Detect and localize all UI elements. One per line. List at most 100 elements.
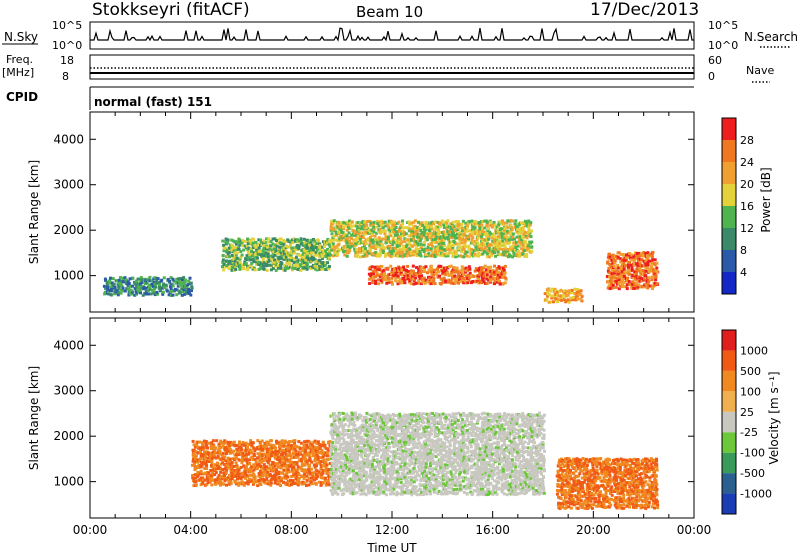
data-cell [344,415,348,419]
data-cell [612,264,616,268]
data-cell [501,239,505,243]
data-cell [343,470,347,474]
data-cell [273,247,277,251]
data-cell [575,290,579,294]
data-cell [300,462,304,466]
data-cell [363,474,366,478]
data-cell [345,443,348,446]
data-cell [396,274,400,278]
data-cell [252,452,256,456]
data-cell [296,468,300,472]
data-cell [392,432,396,436]
data-cell [610,272,614,276]
data-cell [343,460,347,464]
data-cell [200,476,203,480]
data-cell [356,416,360,420]
data-cell [509,232,513,236]
data-cell [338,413,342,417]
data-cell [120,279,124,283]
data-cell [275,263,279,267]
data-cell [379,430,383,434]
data-cell [361,247,365,251]
data-cell [239,466,243,469]
data-cell [374,282,378,285]
data-cell [248,451,251,455]
data-cell [458,238,462,242]
colorbar-frame [721,117,737,295]
data-cell [300,468,304,471]
data-cell [467,265,471,269]
data-cell [497,279,501,283]
freq-unit: [MHz] [2,66,34,79]
data-cell [252,266,256,270]
data-cell [385,278,389,282]
data-cell [442,241,446,245]
data-cell [171,277,175,281]
data-cell [323,469,327,473]
data-cell [472,274,476,278]
data-cell [230,266,234,270]
data-cell [620,270,624,274]
data-cell [135,291,139,295]
data-cell [149,292,153,296]
data-cell [412,230,416,234]
data-cell [385,281,389,285]
data-cell [183,292,187,296]
data-cell [345,445,349,449]
data-cell [322,458,326,462]
data-cell [388,445,392,449]
data-cell [343,253,347,257]
data-cell [389,486,392,490]
data-cell [388,253,391,257]
data-cell [514,245,518,249]
data-cell [294,477,298,481]
data-cell [326,478,330,482]
data-cell [341,412,345,415]
data-cell [557,294,561,298]
data-cell [355,250,359,254]
data-cell [329,468,333,472]
data-cell [184,286,188,290]
data-cell [430,227,434,231]
data-cell [515,252,518,256]
data-cell [398,462,402,466]
data-cell [408,481,411,485]
data-cell [385,487,389,491]
data-cell [253,478,257,482]
data-cell [545,297,549,301]
data-cell [286,463,290,467]
data-cell [224,237,228,241]
data-cell [404,447,408,451]
data-cell [635,257,639,261]
data-cell [280,442,284,446]
data-cell [370,443,374,447]
data-cell [379,442,383,446]
data-cell [248,470,252,473]
data-cell [274,452,278,456]
data-cell [290,248,294,252]
data-cell [368,462,372,466]
data-cell [309,248,313,251]
data-cell [330,232,334,236]
data-cell [429,225,433,229]
data-cell [201,445,205,449]
data-cell [382,229,386,233]
data-cell [522,221,526,225]
data-cell [378,227,382,231]
data-cell [626,262,630,266]
data-cell [365,420,369,424]
data-cell [609,276,613,280]
data-cell [379,278,383,282]
data-cell [270,248,274,252]
data-cell [308,243,311,247]
data-cell [102,284,106,288]
data-cell [235,256,239,260]
data-cell [404,473,408,477]
data-cell [453,228,457,232]
data-cell [511,219,515,223]
data-cell [291,238,294,242]
data-cell [382,492,386,495]
data-cell [365,223,369,227]
data-cell [616,279,619,283]
data-cell [243,262,246,266]
